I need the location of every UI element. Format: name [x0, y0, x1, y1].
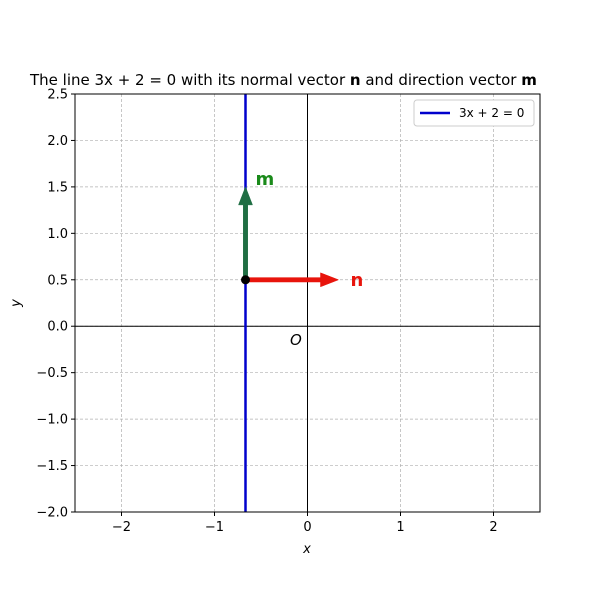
- vector-m-label: m: [255, 169, 274, 190]
- y-tick-label: 1.0: [47, 227, 68, 242]
- axes: [75, 94, 540, 512]
- x-tick-label: −2: [112, 520, 131, 535]
- vector-m-arrow: [238, 186, 253, 281]
- chart-title: The line 3x + 2 = 0 with its normal vect…: [29, 71, 537, 89]
- title-m: m: [521, 71, 537, 89]
- y-tick-label: 1.5: [47, 180, 68, 195]
- y-tick-label: −1.5: [36, 459, 68, 474]
- title-prefix: The line 3x + 2 = 0 with its normal vect…: [29, 71, 350, 89]
- vectors: nm: [238, 169, 363, 291]
- x-tick-label: 1: [396, 520, 404, 535]
- ticks: −2 −1 0 1 2 −2.0 −1.5 −1.0 −0.5 0.0 0.5 1.0 1.5 2.0 2.…: [36, 88, 497, 536]
- y-tick-label: −2.0: [36, 506, 68, 521]
- vector-n-label: n: [350, 270, 363, 291]
- x-tick-label: −1: [205, 520, 224, 535]
- x-tick-label: 0: [303, 520, 311, 535]
- x-tick-label: 2: [489, 520, 497, 535]
- y-axis-label: y: [9, 299, 24, 308]
- y-tick-label: 0.5: [47, 273, 68, 288]
- origin-label: O: [290, 331, 302, 349]
- y-tick-label: 0.0: [47, 320, 68, 335]
- title-middle: and direction vector: [361, 71, 522, 89]
- base-point: [240, 275, 250, 285]
- title-n: n: [350, 71, 361, 89]
- y-tick-label: −0.5: [36, 366, 68, 381]
- x-axis-label: x: [302, 542, 311, 557]
- legend-entry: 3x + 2 = 0: [459, 106, 524, 120]
- y-tick-label: −1.0: [36, 413, 68, 428]
- vector-n-arrow: [245, 272, 340, 288]
- y-tick-label: 2.5: [47, 88, 68, 103]
- legend: 3x + 2 = 0: [413, 99, 535, 127]
- legend-box: [413, 99, 535, 127]
- y-tick-label: 2.0: [47, 134, 68, 149]
